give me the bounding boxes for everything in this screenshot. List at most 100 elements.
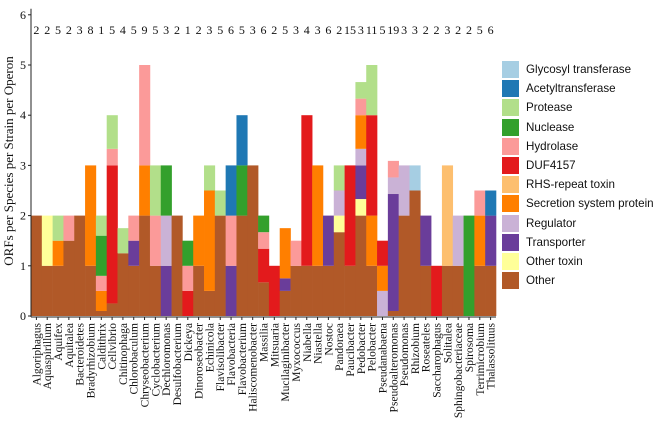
x-tick-label: Cyclobacterium (150, 323, 162, 397)
bar-segment-other (214, 215, 226, 316)
x-tick-label: Chryseobacterium (140, 323, 152, 407)
x-tick-label: Echinicola (204, 323, 216, 372)
bar-segment-hydrolase (106, 148, 118, 166)
bar-segment-other (95, 310, 107, 316)
y-tick-label: 6 (20, 8, 26, 22)
bar-segment-transporter (355, 165, 367, 200)
bar-segment-glycosyl-transferase (409, 165, 421, 191)
x-tick-label: Mucilaginibacter (280, 323, 292, 402)
legend-swatch (502, 272, 519, 290)
bar-segments (31, 65, 497, 316)
bar-segment-protease (106, 115, 118, 149)
bar-count-label: 5 (477, 23, 483, 37)
bar-segment-other (171, 215, 183, 316)
bar-segment-duf4157 (344, 165, 356, 266)
legend-item: DUF4157 (502, 156, 654, 175)
x-tick-label: Flavobacteria (226, 323, 238, 386)
x-tick-label: Mitsuaria (269, 323, 281, 367)
bar-segment-hydrolase (128, 215, 140, 241)
bar-segment-duf4157 (258, 248, 270, 283)
bar-count-label: 2 (434, 23, 440, 37)
legend-swatch (502, 176, 519, 194)
legend-label: Protease (526, 101, 573, 115)
bar-segment-other (106, 303, 118, 316)
x-tick-label: Paucibacter (345, 323, 357, 377)
x-tick-label: Desulfobacterium (172, 323, 184, 405)
bar-count-label: 2 (33, 23, 39, 37)
bar-segment-secretion-system-protein (312, 165, 324, 266)
bar-segment-other-toxin (333, 215, 345, 233)
x-tick-label: Rhizobium (410, 323, 422, 374)
bar-segment-transporter (128, 240, 140, 266)
bar-segment-duf4157 (106, 165, 118, 304)
legend-swatch (502, 233, 519, 251)
bar-count-label: 3 (163, 23, 169, 37)
bar-count-label: 3 (293, 23, 299, 37)
bar-segment-hydrolase (139, 65, 151, 166)
x-tick-label: Solitalea (442, 323, 454, 363)
bar-segment-secretion-system-protein (366, 215, 378, 266)
bar-segment-secretion-system-protein (204, 190, 216, 291)
bar-segment-other (41, 265, 53, 316)
bar-segment-nuclease (258, 215, 270, 233)
bar-segment-other (63, 240, 75, 316)
bar-count-label: 2 (271, 23, 277, 37)
bar-segment-regulator (398, 165, 410, 216)
bar-count-label: 4 (304, 23, 310, 37)
bar-segment-protease (204, 165, 216, 191)
bar-count-labels: 2 2 5 2 3 8 1 5 4 5 9 5 3 2 1 2 3 5 6 5 3 6 2 5 3 4 3 6 2 15 3 11 5 19 3 3 2… (33, 23, 493, 37)
bar-segment-hydrolase (149, 215, 162, 266)
x-tick-label: Dinoroseobacter (194, 323, 206, 399)
bar-count-label: 2 (174, 23, 180, 37)
x-tick-label: Massilia (259, 323, 271, 362)
bar-count-label: 3 (206, 23, 212, 37)
x-tick-label: Pelobacter (367, 323, 379, 372)
bar-segment-other (74, 215, 86, 316)
bar-segment-other (149, 265, 162, 316)
bar-segment-other-toxin (41, 215, 53, 266)
x-tick-label: Pseudomonas (399, 322, 411, 386)
bar-segment-hydrolase (225, 215, 237, 266)
bar-segment-other (333, 232, 345, 316)
bar-segment-regulator (377, 290, 389, 316)
x-tick-label: Flavisolibacter (215, 323, 227, 392)
bar-segment-secretion-system-protein (52, 240, 64, 266)
legend-swatch (502, 137, 519, 155)
bar-segment-secretion-system-protein (474, 215, 486, 266)
x-tick-label: Saccharophagus (432, 322, 444, 397)
bar-segment-secretion-system-protein (377, 265, 389, 291)
bar-segment-regulator (355, 148, 367, 166)
legend-label: DUF4157 (526, 159, 576, 173)
x-tick-label: Roseateles (421, 322, 433, 372)
x-tick-label: Spirosoma (464, 323, 476, 372)
bar-count-label: 2 (466, 23, 472, 37)
bar-segment-other (301, 265, 313, 316)
bar-segment-protease (95, 215, 107, 236)
bar-segment-hydrolase (258, 232, 270, 249)
bar-count-label: 6 (488, 23, 494, 37)
bar-segment-hydrolase (290, 240, 302, 266)
bar-segment-other (322, 265, 335, 316)
bar-segment-other (474, 265, 486, 316)
bar-count-label: 3 (358, 23, 364, 37)
bar-segment-regulator (452, 215, 464, 266)
bar-segment-hydrolase (63, 215, 75, 241)
bar-segment-other (139, 215, 151, 316)
bar-segment-secretion-system-protein (85, 165, 97, 266)
bar-count-label: 2 (455, 23, 461, 37)
x-tick-label: Niabella (302, 323, 314, 362)
bar-segment-rhs-repeat-toxin (441, 165, 454, 266)
y-tick-label: 1 (20, 259, 26, 273)
bar-count-label: 2 (336, 23, 342, 37)
bar-count-label: 3 (412, 23, 418, 37)
y-axis: 0 1 2 3 4 5 6 (20, 8, 32, 323)
x-tick-label: Pseudanabaena (377, 323, 389, 393)
bar-count-label: 1 (185, 23, 191, 37)
bar-count-label: 6 (325, 23, 331, 37)
bar-segment-other (117, 253, 129, 316)
legend: Glycosyl transferase Acetyltransferase Pro… (502, 60, 654, 290)
bar-segment-regulator (333, 190, 345, 216)
bar-segment-nuclease (182, 240, 194, 266)
x-tick-label: Bacteroidetes (75, 322, 87, 385)
